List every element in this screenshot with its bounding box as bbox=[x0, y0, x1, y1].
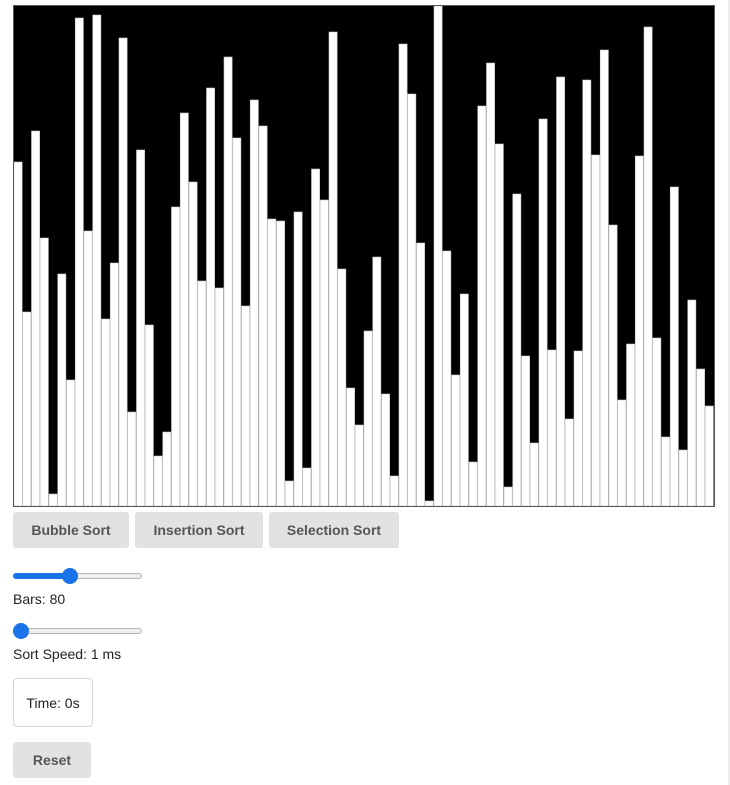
bubble-sort-button[interactable]: Bubble Sort bbox=[13, 512, 129, 548]
sort-bar bbox=[661, 436, 670, 506]
sort-bar bbox=[232, 137, 242, 506]
selection-sort-button[interactable]: Selection Sort bbox=[269, 512, 399, 548]
sort-bar bbox=[503, 486, 513, 506]
sort-bar bbox=[381, 393, 390, 506]
sort-bar bbox=[459, 293, 469, 506]
sort-bar bbox=[101, 318, 110, 506]
sort-bar bbox=[442, 250, 452, 506]
sort-bar bbox=[276, 220, 285, 506]
bars-count-slider[interactable] bbox=[13, 568, 142, 584]
sort-bar bbox=[311, 168, 320, 506]
sort-bar bbox=[14, 161, 23, 506]
sort-bar bbox=[398, 43, 408, 506]
slider-thumb[interactable] bbox=[62, 568, 79, 584]
elapsed-time-text: Time: 0s bbox=[26, 694, 80, 711]
sort-bar bbox=[512, 193, 522, 506]
sort-bar bbox=[328, 31, 338, 506]
sort-bar bbox=[214, 287, 224, 506]
slider-track bbox=[13, 628, 142, 634]
sort-bar bbox=[573, 350, 583, 506]
sort-bar bbox=[337, 268, 347, 506]
sort-bar bbox=[319, 199, 329, 506]
bar-chart bbox=[14, 6, 714, 506]
sort-bar bbox=[144, 324, 154, 506]
sort-visualizer bbox=[13, 5, 715, 507]
sort-speed-label: Sort Speed: 1 ms bbox=[13, 646, 122, 662]
sort-bar bbox=[477, 105, 487, 506]
reset-button[interactable]: Reset bbox=[13, 742, 91, 778]
sort-bar bbox=[127, 411, 137, 506]
sort-bar bbox=[179, 112, 189, 506]
sort-bar bbox=[564, 418, 574, 506]
sort-bar bbox=[451, 374, 460, 506]
sort-bar bbox=[433, 6, 443, 506]
sort-bar bbox=[599, 49, 609, 506]
sort-bar bbox=[547, 349, 557, 506]
sort-bar bbox=[556, 76, 565, 506]
sort-bar bbox=[197, 280, 207, 506]
sort-bar bbox=[424, 500, 434, 506]
sort-bar bbox=[118, 37, 128, 506]
sort-bar bbox=[354, 424, 364, 506]
sort-bar bbox=[521, 355, 530, 506]
sort-bar bbox=[669, 186, 679, 506]
sort-bar bbox=[258, 125, 268, 506]
sort-bar bbox=[206, 87, 215, 506]
sort-bar bbox=[162, 431, 172, 506]
slider-thumb[interactable] bbox=[13, 623, 29, 639]
sort-bar bbox=[591, 154, 600, 506]
sort-bar bbox=[109, 262, 119, 506]
sort-bar bbox=[372, 256, 382, 506]
sort-bar bbox=[538, 118, 548, 506]
sort-bar bbox=[407, 93, 417, 506]
slider-fill bbox=[13, 573, 71, 579]
sort-bar bbox=[608, 224, 618, 506]
sort-bar bbox=[346, 387, 355, 506]
bars-count-label: Bars: 80 bbox=[13, 591, 66, 607]
sort-bar bbox=[494, 143, 504, 506]
sort-bar bbox=[363, 330, 373, 506]
sort-bar bbox=[22, 311, 32, 506]
sort-bar bbox=[223, 56, 233, 506]
sort-bar bbox=[57, 273, 67, 506]
sort-bar bbox=[486, 62, 495, 506]
sort-bar bbox=[83, 230, 93, 506]
sort-bar bbox=[696, 368, 705, 506]
sort-bar bbox=[389, 475, 399, 506]
sort-bar bbox=[293, 211, 303, 506]
sort-bar bbox=[267, 218, 277, 506]
sort-bar bbox=[678, 449, 688, 506]
sort-bar bbox=[136, 149, 145, 506]
sort-bar bbox=[416, 242, 425, 506]
sort-bar bbox=[92, 14, 102, 506]
sort-speed-slider[interactable] bbox=[13, 623, 142, 639]
page-edge-divider bbox=[728, 0, 730, 785]
sort-bar bbox=[188, 181, 198, 506]
sort-bar bbox=[153, 455, 163, 506]
sort-bar bbox=[626, 343, 635, 506]
sort-bar bbox=[302, 467, 312, 506]
sort-bar bbox=[687, 299, 697, 506]
sort-bar bbox=[634, 155, 644, 506]
sort-bar bbox=[171, 206, 180, 506]
sort-bar bbox=[48, 493, 58, 506]
sort-bar bbox=[66, 379, 75, 506]
elapsed-time-display: Time: 0s bbox=[13, 678, 93, 727]
insertion-sort-button[interactable]: Insertion Sort bbox=[135, 512, 263, 548]
sort-bar bbox=[582, 79, 592, 506]
sort-bar bbox=[39, 237, 49, 506]
sort-bar bbox=[529, 442, 539, 506]
sort-bar bbox=[31, 130, 40, 506]
sort-bar bbox=[643, 26, 653, 506]
sort-bar bbox=[74, 17, 84, 506]
sort-bar bbox=[468, 461, 478, 506]
sort-bar bbox=[249, 99, 259, 506]
sort-bar bbox=[652, 337, 662, 506]
sort-bar bbox=[284, 480, 294, 506]
sort-bar bbox=[241, 305, 250, 506]
sort-bar bbox=[704, 405, 714, 506]
sort-bar bbox=[617, 399, 627, 506]
